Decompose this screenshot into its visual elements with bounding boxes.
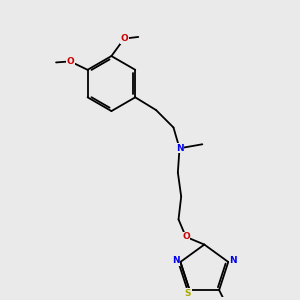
Text: N: N (172, 256, 179, 265)
Text: O: O (120, 34, 128, 43)
Text: O: O (182, 232, 190, 242)
Text: S: S (184, 289, 191, 298)
Text: N: N (176, 144, 183, 153)
Text: O: O (66, 57, 74, 66)
Text: N: N (229, 256, 237, 265)
